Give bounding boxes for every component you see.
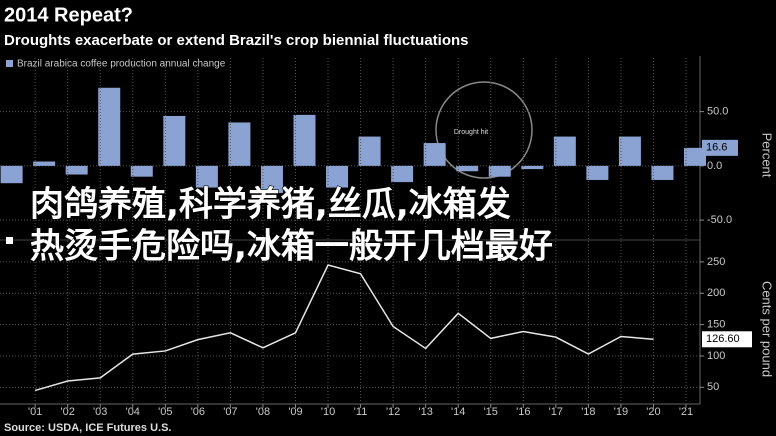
overlay-text: 肉鸽养殖,科学养猪,丝瓜,冰箱发 — [30, 185, 511, 225]
y-tick-label: 0.0 — [707, 160, 722, 172]
bar — [521, 165, 544, 170]
x-tick-label: '17 — [549, 406, 563, 418]
y-tick-label: -50.0 — [707, 214, 732, 226]
x-tick-label: '01 — [28, 406, 42, 418]
bar — [391, 165, 414, 183]
y-tick-label: 100 — [707, 350, 725, 362]
line — [34, 264, 654, 392]
x-tick-label: '07 — [223, 406, 237, 418]
bar — [423, 143, 446, 166]
source: Source: USDA, ICE Futures U.S. — [4, 422, 171, 434]
bar — [98, 87, 121, 166]
bar — [651, 165, 674, 180]
x-tick-label: '12 — [386, 406, 400, 418]
bar — [456, 165, 479, 172]
x-tick-label: '11 — [354, 406, 368, 418]
bar — [65, 165, 88, 175]
last-value-box — [702, 139, 738, 156]
bar — [228, 122, 251, 166]
annotation-circle — [435, 81, 533, 179]
y-tick-label: 250 — [707, 256, 725, 268]
y-tick-label: 50 — [707, 381, 719, 393]
bar — [358, 136, 381, 166]
title: 2014 Repeat? — [4, 4, 133, 26]
bar — [260, 165, 283, 193]
overlay-text: 热烫手危险吗,冰箱一般开几档最好 — [30, 227, 553, 267]
last-value-box — [702, 331, 752, 348]
bar — [553, 136, 576, 166]
legend-swatch — [6, 237, 13, 244]
subtitle: Droughts exacerbate or extend Brazil's c… — [4, 32, 469, 49]
x-tick-label: '05 — [158, 406, 172, 418]
bar — [33, 161, 56, 166]
bar — [586, 165, 609, 180]
x-tick-label: '20 — [646, 406, 660, 418]
x-tick-label: '19 — [614, 406, 628, 418]
x-tick-label: '04 — [126, 406, 140, 418]
bar — [293, 114, 316, 166]
plots: 50.0 0.0 -50.0 Percent Brazil arabica coffee… — [0, 58, 775, 418]
y-tick-label: 150 — [707, 319, 725, 331]
x-tick-label: '10 — [321, 406, 335, 418]
last-value-label: 16.6 — [706, 142, 727, 154]
bar — [163, 115, 186, 166]
annotation: Drought hit — [454, 129, 488, 136]
last-value-label: 126.60 — [706, 333, 740, 345]
x-tick-label: '16 — [516, 406, 530, 418]
y-tick-label: 50.0 — [707, 106, 728, 118]
bar — [195, 165, 218, 188]
bar — [618, 136, 641, 166]
x-tick-label: '09 — [288, 406, 302, 418]
x-tick-label: '21 — [679, 406, 693, 418]
x-tick-label: '03 — [93, 406, 107, 418]
bar — [684, 147, 707, 166]
legend-label: Brazil arabica coffee production annual … — [17, 59, 226, 70]
y-axis-label: Percent — [760, 133, 775, 178]
x-tick-label: '15 — [484, 406, 498, 418]
y-tick-label: 200 — [707, 287, 725, 299]
bar — [326, 165, 349, 188]
x-tick-label: '13 — [418, 406, 432, 418]
x-tick-label: '06 — [191, 406, 205, 418]
x-tick-label: '02 — [61, 406, 75, 418]
bar — [0, 165, 23, 184]
legend-swatch — [6, 60, 13, 67]
x-tick-label: '18 — [581, 406, 595, 418]
bar — [130, 165, 153, 177]
x-tick-label: '14 — [451, 406, 465, 418]
y-axis-label: Cents per pound — [760, 281, 775, 377]
x-tick-label: '08 — [256, 406, 270, 418]
bar — [488, 165, 511, 177]
